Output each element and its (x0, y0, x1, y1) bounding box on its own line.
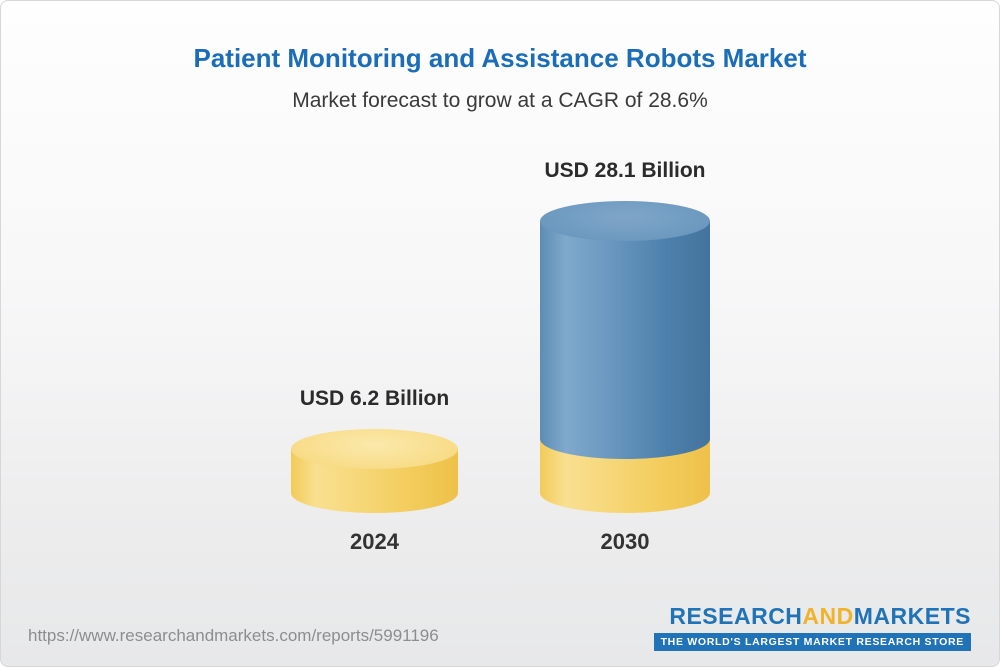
cylinder-2030-top-ellipse (540, 201, 710, 241)
report-url: https://www.researchandmarkets.com/repor… (28, 626, 439, 645)
page-subtitle: Market forecast to grow at a CAGR of 28.… (292, 89, 708, 112)
logo-word-and: AND (802, 603, 854, 629)
value-label-2024: USD 6.2 Billion (299, 387, 450, 410)
cylinder-2030-blue-segment (540, 201, 710, 459)
category-label-2030: 2030 (600, 529, 650, 554)
cylinder-2024 (291, 429, 458, 513)
logo-word-markets: MARKETS (853, 603, 971, 629)
logo-word-research: RESEARCH (669, 603, 803, 629)
page-title: Patient Monitoring and Assistance Robots… (193, 43, 807, 73)
cylinder-2024-body (291, 429, 458, 513)
logo-wordmark: RESEARCHANDMARKETS (669, 603, 971, 630)
category-label-2024: 2024 (350, 529, 399, 554)
logo-tagline: THE WORLD'S LARGEST MARKET RESEARCH STOR… (653, 633, 971, 651)
bar-2030: USD 28.1 Billion 2030 (540, 159, 710, 554)
cylinder-2030 (540, 201, 710, 513)
cylinder-2024-top-ellipse (291, 429, 458, 469)
value-label-2030: USD 28.1 Billion (544, 159, 706, 182)
bar-2024: USD 6.2 Billion 2024 (291, 387, 458, 554)
research-and-markets-logo: RESEARCHANDMARKETS THE WORLD'S LARGEST M… (653, 603, 971, 651)
